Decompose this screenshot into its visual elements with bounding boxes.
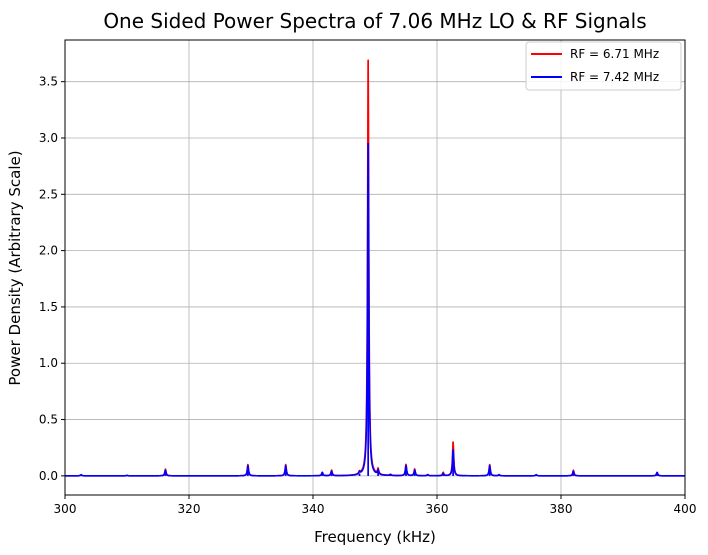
y-tick-label: 0.0 (39, 469, 58, 483)
y-tick-label: 3.5 (39, 75, 58, 89)
x-tick-label: 340 (302, 502, 325, 516)
grid (65, 40, 685, 495)
chart-title: One Sided Power Spectra of 7.06 MHz LO &… (103, 9, 646, 33)
x-tick-label: 360 (426, 502, 449, 516)
legend: RF = 6.71 MHz RF = 7.42 MHz (525, 41, 682, 91)
plot-frame (64, 39, 686, 496)
y-tick-label: 1.0 (39, 356, 58, 370)
y-tick-label: 2.5 (39, 187, 58, 201)
y-axis-label: Power Density (Arbitrary Scale) (6, 150, 24, 385)
x-tick-label: 300 (54, 502, 77, 516)
series-line-0 (65, 59, 685, 477)
series-layer (65, 59, 685, 477)
x-axis-label: Frequency (kHz) (314, 528, 436, 546)
series-line-1 (65, 142, 685, 477)
y-tick-label: 1.5 (39, 300, 58, 314)
y-tick-label: 3.0 (39, 131, 58, 145)
x-tick-label: 400 (674, 502, 697, 516)
legend-label-rf-671: RF = 6.71 MHz (570, 47, 659, 61)
y-axis: 0.0 0.5 1.0 1.5 2.0 2.5 3.0 3.5 (39, 75, 65, 483)
y-tick-label: 0.5 (39, 413, 58, 427)
x-tick-label: 320 (178, 502, 201, 516)
legend-box (525, 41, 682, 91)
x-tick-label: 380 (550, 502, 573, 516)
y-tick-label: 2.0 (39, 244, 58, 258)
x-axis: 300 320 340 360 380 400 (54, 495, 697, 516)
legend-label-rf-742: RF = 7.42 MHz (570, 70, 659, 84)
